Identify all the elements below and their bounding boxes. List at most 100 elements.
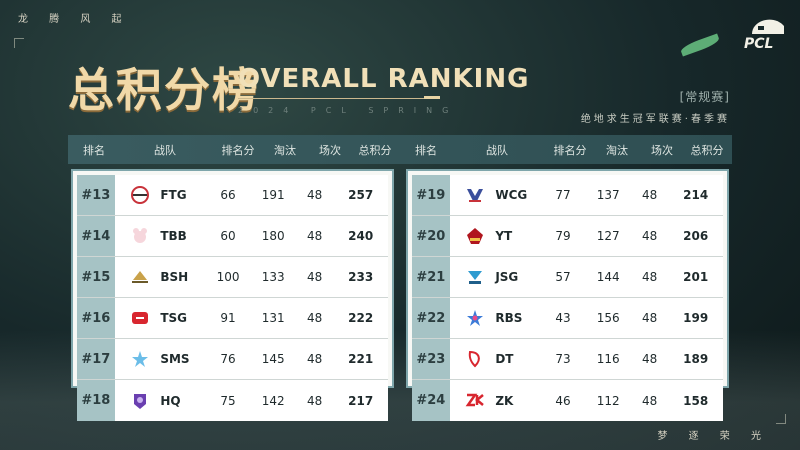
- standings-panel-left: #13 FTG 66 191 48 257 #14 TBB 60 180 48 …: [71, 169, 394, 421]
- total-points: 206: [683, 229, 709, 243]
- team-name: TBB: [160, 229, 187, 243]
- total-points: 221: [348, 352, 374, 366]
- matches-played: 48: [641, 311, 658, 325]
- rank-cell: #16: [77, 298, 115, 338]
- header-rank: 排名: [415, 143, 437, 157]
- matches-played: 48: [641, 270, 658, 284]
- table-row: #21 JSG 57 144 48 201: [412, 257, 723, 298]
- kill-points: 142: [261, 393, 285, 408]
- slogan-bottom: 梦 逐 荣 光: [657, 431, 770, 442]
- header-team: 战队: [154, 143, 176, 157]
- header-placement: 排名分: [553, 143, 587, 157]
- table-header: 排名 战队 排名分 淘汰 场次 总积分 排名 战队 排名分 淘汰 场次 总积分: [68, 135, 732, 164]
- team-name: JSG: [495, 270, 519, 284]
- page-title-cn: 总积分榜: [68, 63, 260, 117]
- rank-cell: #17: [77, 339, 115, 379]
- stage-label: [常规赛]: [679, 90, 730, 104]
- placement-points: 57: [555, 270, 571, 284]
- pcl-logo: PCL: [744, 12, 788, 52]
- wcg-logo-icon: [465, 185, 486, 205]
- table-row: #20 YT 79 127 48 206: [412, 216, 723, 257]
- total-points: 158: [683, 393, 709, 408]
- hq-logo-icon: [130, 391, 151, 411]
- placement-points: 46: [555, 393, 571, 408]
- jsg-logo-icon: [465, 267, 486, 287]
- header-matches: 场次: [651, 143, 673, 157]
- table-row: #23 DT 73 116 48 189: [412, 339, 723, 380]
- table-row: #24 ZK 46 112 48 158: [412, 380, 723, 421]
- total-points: 217: [348, 393, 374, 408]
- standings-panel-right: #19 WCG 77 137 48 214 #20 YT 79 127 48 2…: [406, 169, 729, 421]
- total-points: 240: [348, 229, 374, 243]
- matches-played: 48: [641, 229, 658, 243]
- season-subtitle: 2024 PCL SPRING: [238, 106, 459, 115]
- title-underline: [238, 98, 438, 99]
- total-points: 201: [683, 270, 709, 284]
- league-label: 绝地求生冠军联赛·春季赛: [580, 114, 730, 125]
- corner-mark-top-left: [14, 38, 24, 48]
- header-rank: 排名: [83, 143, 105, 157]
- rank-cell: #21: [412, 257, 450, 297]
- team-name: SMS: [160, 352, 190, 366]
- title-underline-accent: [424, 96, 440, 99]
- header-group-right: 排名 战队 排名分 淘汰 场次 总积分: [400, 142, 732, 158]
- header-kills: 淘汰: [606, 143, 628, 157]
- rank-cell: #18: [77, 380, 115, 421]
- dt-logo-icon: [465, 349, 486, 369]
- table-row: #16 TSG 91 131 48 222: [77, 298, 388, 339]
- placement-points: 100: [216, 270, 240, 284]
- table-row: #15 BSH 100 133 48 233: [77, 257, 388, 298]
- total-points: 214: [683, 188, 709, 202]
- team-name: WCG: [495, 188, 528, 202]
- placement-points: 75: [220, 393, 236, 408]
- rank-cell: #24: [412, 380, 450, 421]
- ftg-logo-icon: [130, 185, 151, 205]
- team-name: RBS: [495, 311, 523, 325]
- placement-points: 66: [220, 188, 236, 202]
- placement-points: 60: [220, 229, 236, 243]
- header-total: 总积分: [358, 143, 392, 157]
- team-name: HQ: [160, 393, 181, 408]
- team-name: YT: [495, 229, 513, 243]
- placement-points: 77: [555, 188, 571, 202]
- tsg-logo-icon: [130, 308, 151, 328]
- zk-logo-icon: [465, 391, 486, 411]
- placement-points: 76: [220, 352, 236, 366]
- total-points: 222: [348, 311, 374, 325]
- rank-cell: #14: [77, 216, 115, 256]
- kill-points: 144: [596, 270, 620, 284]
- rank-cell: #23: [412, 339, 450, 379]
- matches-played: 48: [306, 352, 323, 366]
- team-name: FTG: [160, 188, 187, 202]
- sms-logo-icon: [130, 349, 151, 369]
- bsh-logo-icon: [130, 267, 151, 287]
- table-row: #19 WCG 77 137 48 214: [412, 175, 723, 216]
- placement-points: 91: [220, 311, 236, 325]
- table-row: #17 SMS 76 145 48 221: [77, 339, 388, 380]
- yt-logo-icon: [465, 226, 486, 246]
- matches-played: 48: [306, 393, 323, 408]
- matches-played: 48: [306, 270, 323, 284]
- total-points: 233: [348, 270, 374, 284]
- rbs-logo-icon: [465, 308, 486, 328]
- matches-played: 48: [306, 229, 323, 243]
- table-row: #13 FTG 66 191 48 257: [77, 175, 388, 216]
- kill-points: 137: [596, 188, 620, 202]
- placement-points: 79: [555, 229, 571, 243]
- tbb-logo-icon: [130, 226, 151, 246]
- kill-points: 145: [261, 352, 285, 366]
- header-total: 总积分: [690, 143, 724, 157]
- team-name: DT: [495, 352, 514, 366]
- kill-points: 180: [261, 229, 285, 243]
- team-name: TSG: [160, 311, 188, 325]
- kill-points: 156: [596, 311, 620, 325]
- matches-played: 48: [641, 188, 658, 202]
- header-matches: 场次: [319, 143, 341, 157]
- corner-mark-bottom-right: [776, 414, 786, 424]
- table-row: #14 TBB 60 180 48 240: [77, 216, 388, 257]
- table-row: #18 HQ 75 142 48 217: [77, 380, 388, 421]
- kill-points: 131: [261, 311, 285, 325]
- rank-cell: #13: [77, 175, 115, 215]
- matches-played: 48: [641, 393, 658, 408]
- rank-cell: #22: [412, 298, 450, 338]
